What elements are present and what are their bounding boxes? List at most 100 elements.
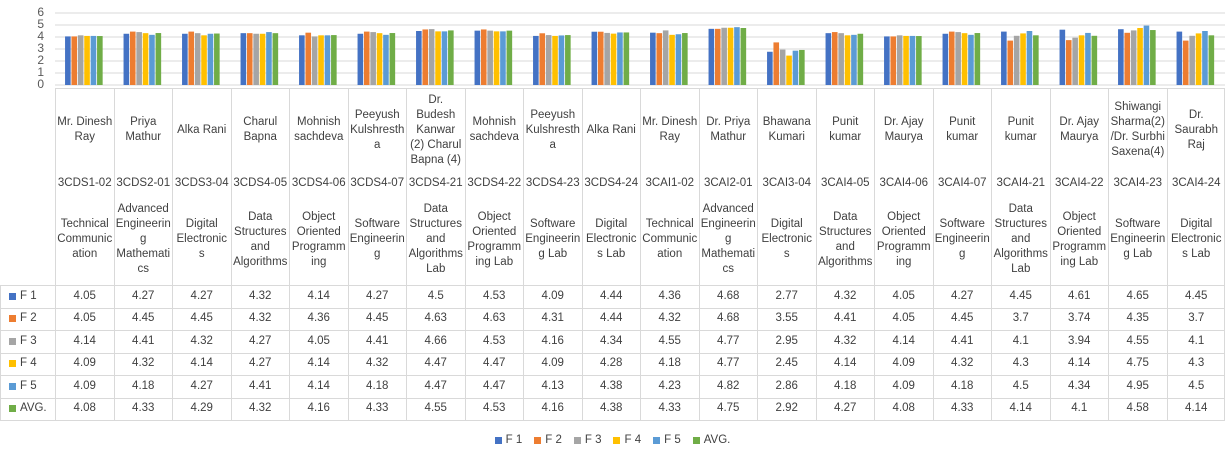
- bar: [545, 35, 552, 85]
- legend-key: [534, 436, 542, 444]
- bar: [1182, 40, 1189, 85]
- data-label: 4.32: [640, 307, 699, 330]
- bar: [825, 33, 832, 85]
- data-label: 4.14: [1166, 397, 1225, 420]
- data-label: 4.63: [464, 307, 524, 330]
- bar: [214, 33, 220, 85]
- bar: [851, 34, 857, 85]
- data-label: 4.41: [815, 307, 875, 330]
- data-label: 4.05: [874, 307, 933, 330]
- bar: [1026, 31, 1033, 85]
- data-label: 4.77: [698, 352, 758, 375]
- data-label: 4.44: [581, 285, 641, 308]
- data-label: 4.23: [640, 375, 699, 398]
- instructor-label: Mohnish sachdeva: [464, 88, 524, 172]
- data-label: 4.63: [406, 307, 465, 330]
- series-label: F 4: [0, 352, 55, 375]
- bar: [259, 33, 266, 85]
- data-label: 4.27: [932, 285, 992, 308]
- bar: [266, 32, 272, 85]
- instructor-label: Punit kumar: [932, 88, 992, 172]
- instructor-label: Punit kumar: [991, 88, 1050, 172]
- legend-key: [9, 292, 16, 300]
- instructor-label: Peeyush Kulshrestha: [347, 88, 407, 172]
- legend-label: F 1: [505, 434, 523, 446]
- y-tick-label: 4: [37, 29, 44, 43]
- data-label: 4.41: [230, 375, 290, 398]
- bar: [610, 33, 617, 85]
- bar: [591, 31, 598, 85]
- bar: [604, 32, 610, 85]
- bar: [416, 31, 422, 85]
- subject-label: Technical Communication: [640, 194, 699, 285]
- bar: [324, 35, 331, 85]
- bar: [84, 35, 90, 85]
- subject-label: Technical Communication: [55, 194, 114, 285]
- x-tick-label: 3CDS1-02: [55, 172, 114, 194]
- bar: [493, 31, 500, 85]
- table-row-line: [0, 352, 1225, 354]
- bar: [792, 50, 799, 85]
- x-tick-label: 3CAI4-22: [1049, 172, 1109, 194]
- subject-label: Data Structures and Algorithms Lab: [991, 194, 1050, 285]
- bar: [207, 33, 214, 85]
- bar: [65, 36, 71, 85]
- legend-label: F 4: [624, 434, 642, 446]
- bar: [1202, 31, 1208, 85]
- bar: [890, 36, 897, 85]
- data-label: 4.5: [406, 285, 465, 308]
- data-label: 4.18: [347, 375, 407, 398]
- legend-label: F 2: [545, 434, 562, 446]
- instructor-label: Mr. Dinesh Ray: [640, 88, 699, 172]
- bar: [71, 36, 78, 85]
- data-label: 4.09: [523, 352, 582, 375]
- data-label: 4.45: [932, 307, 992, 330]
- series-label: F 1: [0, 285, 55, 308]
- data-label: 4.55: [640, 330, 699, 353]
- bar: [909, 35, 916, 85]
- data-label: 4.31: [523, 307, 582, 330]
- data-label: 4.32: [815, 330, 875, 353]
- data-label: 4.41: [347, 330, 407, 353]
- bar: [1143, 25, 1150, 86]
- bar: [1208, 35, 1215, 85]
- data-label: 4.14: [172, 352, 231, 375]
- legend-label: F 3: [584, 434, 602, 446]
- instructor-label: Shiwangi Sharma(2)/Dr. Surbhi Saxena(4): [1108, 88, 1167, 172]
- data-label: 2.45: [757, 352, 816, 375]
- bar: [240, 33, 247, 85]
- bar: [136, 32, 142, 85]
- bar: [123, 33, 130, 85]
- legend-key: [653, 436, 661, 444]
- data-label: 4.09: [55, 375, 114, 398]
- data-label: 4.44: [581, 307, 641, 330]
- y-tick-label: 3: [37, 41, 44, 55]
- bar: [1007, 40, 1014, 85]
- subject-label: Digital Electronics Lab: [581, 194, 641, 285]
- bar: [1001, 31, 1007, 86]
- legend-key: [9, 382, 16, 390]
- data-label: 4.33: [932, 397, 992, 420]
- subject-label: Software Engineering Lab: [523, 194, 582, 285]
- subject-label: Advanced Engineering Mathematics: [113, 194, 173, 285]
- data-label: 4.32: [113, 352, 173, 375]
- bar: [955, 32, 961, 85]
- data-label: 2.95: [757, 330, 816, 353]
- instructor-label: Priya Mathur: [113, 88, 173, 172]
- data-label: 4.14: [55, 330, 114, 353]
- data-label: 4.47: [406, 375, 465, 398]
- bar: [884, 36, 890, 85]
- bar: [253, 33, 259, 85]
- bar: [383, 34, 389, 85]
- series-name: F 5: [20, 379, 37, 392]
- data-label: 4.58: [1108, 397, 1167, 420]
- subject-label: Digital Electronics: [172, 194, 231, 285]
- bar: [376, 33, 383, 85]
- subject-label: Object Oriented Programming Lab: [1049, 194, 1109, 285]
- data-label: 4.82: [698, 375, 758, 398]
- bar: [90, 35, 97, 85]
- subject-label: Software Engineering: [932, 194, 992, 285]
- table-row-line: [0, 307, 1225, 309]
- data-label: 4.45: [1166, 285, 1225, 308]
- series-name: F 4: [20, 357, 37, 370]
